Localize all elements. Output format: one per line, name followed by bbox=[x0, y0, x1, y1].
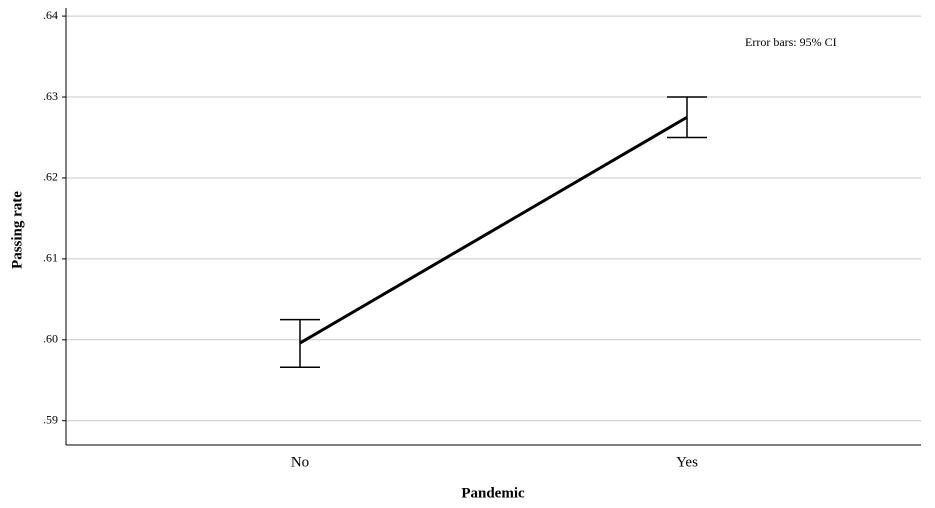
y-tick-label: .64 bbox=[43, 8, 58, 22]
x-tick-label: Yes bbox=[676, 454, 698, 470]
annotation: Error bars: 95% CI bbox=[745, 35, 837, 49]
y-tick-label: .63 bbox=[43, 89, 58, 103]
y-tick-label: .59 bbox=[43, 412, 58, 426]
x-axis-label: Pandemic bbox=[461, 485, 525, 501]
y-axis-label: Passing rate bbox=[9, 191, 25, 269]
y-tick-label: .62 bbox=[43, 170, 58, 184]
x-tick-label: No bbox=[291, 454, 309, 470]
y-tick-label: .61 bbox=[43, 251, 58, 265]
y-tick-label: .60 bbox=[43, 332, 58, 346]
line bbox=[299, 115, 688, 345]
